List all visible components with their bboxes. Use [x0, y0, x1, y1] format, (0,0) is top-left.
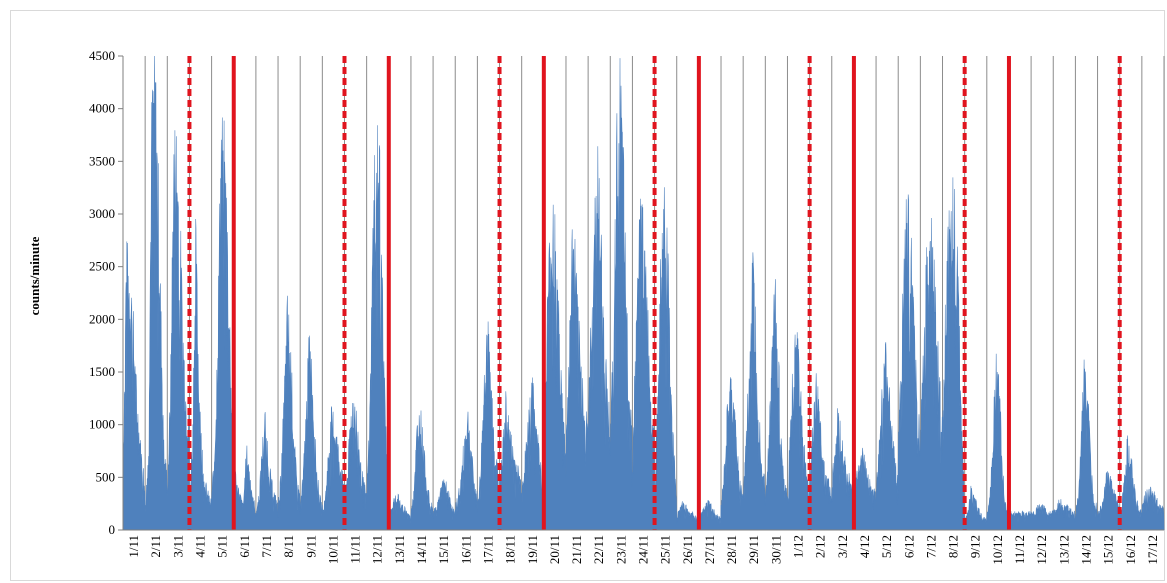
y-tick-label: 500 [96, 469, 116, 484]
y-tick-label: 4500 [89, 48, 115, 63]
x-tick-labels: 1/11 2/11 3/11 4/11 5/11 6/11 7/11 8/11 9/11 10/1… [126, 535, 1160, 565]
x-tick-label: 16/12 [1123, 535, 1138, 565]
y-tick-label: 3500 [89, 153, 115, 168]
x-tick-label: 10/11 [325, 535, 340, 564]
x-tick-label: 16/11 [458, 535, 473, 564]
y-tick-labels: 0 500 1000 1500 2000 2500 3000 3500 4000 4500 [89, 48, 123, 537]
x-tick-label: 24/11 [636, 535, 651, 564]
x-tick-label: 7/11 [259, 535, 274, 558]
x-tick-label: 2/12 [813, 535, 828, 558]
x-tick-label: 11/12 [1012, 535, 1027, 564]
y-tick-label: 1500 [89, 364, 115, 379]
x-tick-label: 8/12 [946, 535, 961, 558]
y-tick-label: 3000 [89, 206, 115, 221]
x-tick-label: 29/11 [746, 535, 761, 564]
x-tick-label: 14/12 [1078, 535, 1093, 565]
x-tick-label: 26/11 [680, 535, 695, 564]
chart-svg: 0 500 1000 1500 2000 2500 3000 3500 4000 4500 1/1… [27, 48, 1165, 565]
x-tick-label: 30/11 [768, 535, 783, 564]
x-tick-label: 4/12 [857, 535, 872, 558]
x-tick-label: 27/11 [702, 535, 717, 564]
x-tick-label: 5/11 [215, 535, 230, 558]
x-tick-label: 1/12 [791, 535, 806, 558]
x-tick-label: 9/11 [303, 535, 318, 558]
y-tick-label: 0 [109, 522, 116, 537]
y-tick-label: 1000 [89, 417, 115, 432]
x-tick-label: 14/11 [414, 535, 429, 564]
y-tick-label: 2000 [89, 311, 115, 326]
x-tick-label: 15/11 [436, 535, 451, 564]
x-tick-label: 12/12 [1034, 535, 1049, 565]
x-tick-label: 13/12 [1056, 535, 1071, 565]
x-tick-label: 12/11 [370, 535, 385, 564]
x-tick-label: 6/12 [901, 535, 916, 558]
x-tick-label: 2/11 [148, 535, 163, 558]
chart-frame: 0 500 1000 1500 2000 2500 3000 3500 4000 4500 1/1… [10, 10, 1165, 581]
y-tick-label: 2500 [89, 259, 115, 274]
x-tick-label: 15/12 [1101, 535, 1116, 565]
x-tick-label: 19/11 [525, 535, 540, 564]
counts-area-series [122, 55, 1165, 531]
x-tick-label: 8/11 [281, 535, 296, 558]
x-tick-label: 17/11 [480, 535, 495, 564]
x-tick-label: 10/12 [990, 535, 1005, 565]
x-tick-label: 6/11 [237, 535, 252, 558]
marker-lines [187, 56, 1122, 530]
x-tick-label: 9/12 [968, 535, 983, 558]
y-tick-label: 4000 [89, 101, 115, 116]
activity-area [122, 55, 1165, 531]
x-tick-label: 21/11 [569, 535, 584, 564]
x-tick-label: 3/12 [835, 535, 850, 558]
x-tick-label: 5/12 [879, 535, 894, 558]
x-tick-label: 22/11 [591, 535, 606, 564]
x-tick-label: 11/11 [348, 535, 363, 564]
x-tick-label: 7/12 [923, 535, 938, 558]
x-tick-label: 13/11 [392, 535, 407, 564]
x-tick-label: 25/11 [658, 535, 673, 564]
x-tick-label: 18/11 [503, 535, 518, 564]
axes [122, 56, 1164, 531]
x-tick-label: 17/12 [1145, 535, 1160, 565]
x-tick-label: 3/11 [170, 535, 185, 558]
x-tick-label: 1/11 [126, 535, 141, 558]
x-tick-label: 20/11 [547, 535, 562, 564]
x-tick-label: 28/11 [724, 535, 739, 564]
y-axis-label: counts/minute [27, 236, 42, 315]
x-tick-label: 4/11 [193, 535, 208, 558]
x-tick-label: 23/11 [613, 535, 628, 564]
